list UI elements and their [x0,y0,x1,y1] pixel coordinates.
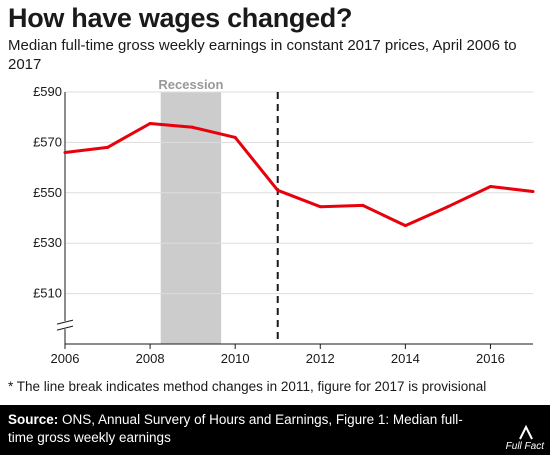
line-chart: Recession £510 £530 £550 £570 £590 2006 2008 201… [33,77,535,366]
x-tick-label: 2016 [476,351,505,366]
y-tick-label: £590 [33,84,62,99]
chart-subtitle: Median full-time gross weekly earnings i… [8,37,517,73]
source-description: ONS, Annual Survery of Hours and Earning… [8,412,463,445]
data-point [63,150,67,154]
y-tick-label: £550 [33,185,62,200]
earnings-series-line [64,122,534,228]
x-tick-label: 2006 [51,351,80,366]
data-point [361,203,365,207]
data-point [403,224,407,228]
data-point [531,190,535,194]
data-point [106,145,110,149]
data-point [318,205,322,209]
axis-break-gap [57,321,73,330]
x-tick-label: 2010 [221,351,250,366]
full-fact-logo-text: Full Fact [505,441,544,452]
chart-title: How have wages changed? [8,3,353,33]
data-point [233,135,237,139]
y-tick-label: £510 [33,286,62,301]
axis-break-mark [56,325,74,331]
recession-label: Recession [158,77,223,92]
source-text: Source: ONS, Annual Survery of Hours and… [8,411,478,447]
source-label: Source: [8,412,59,427]
axis-break-mark [56,319,74,325]
footnote: * The line break indicates method change… [8,379,487,394]
data-point [446,205,450,209]
y-tick-label: £570 [33,134,62,149]
data-point [276,188,280,192]
source-footer: Source: ONS, Annual Survery of Hours and… [0,405,550,455]
x-tick-label: 2008 [136,351,165,366]
x-tick-label: 2014 [391,351,420,366]
y-tick-label: £530 [33,235,62,250]
full-fact-logo-icon [519,425,533,440]
data-point [191,125,195,129]
x-tick-label: 2012 [306,351,335,366]
data-point [148,122,152,125]
recession-band [160,92,222,344]
data-point [488,185,492,188]
